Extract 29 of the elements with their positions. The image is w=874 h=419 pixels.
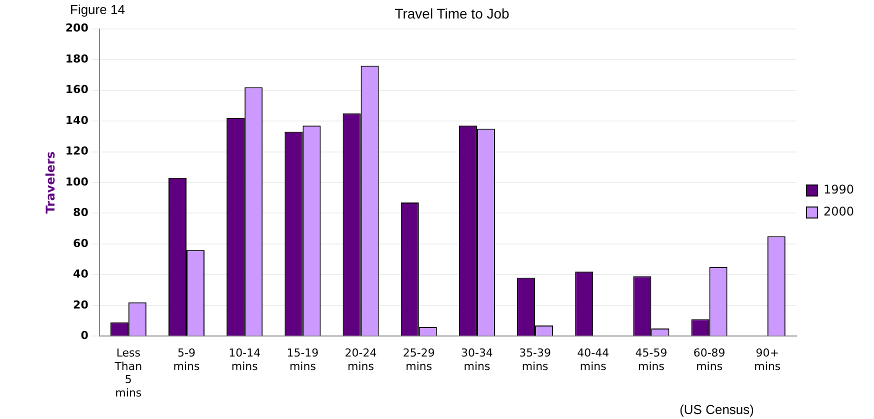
y-axis-title: Travelers — [43, 151, 58, 214]
y-tick-label: 120 — [65, 144, 89, 158]
chart-title: Travel Time to Job — [394, 5, 510, 22]
x-tick-label: 15-19 mins — [286, 346, 319, 373]
y-tick-label: 20 — [73, 298, 89, 312]
y-tick-label: 80 — [73, 206, 89, 220]
y-tick-label: 100 — [65, 175, 89, 188]
x-tick-label: 20-24 mins — [344, 346, 377, 373]
x-tick-label: Less Than 5 mins — [114, 346, 142, 400]
x-tick-label: 25-29 mins — [402, 346, 435, 373]
x-tick-label: 10-14 mins — [228, 346, 261, 373]
legend-label: 1990 — [823, 182, 854, 197]
y-tick-label: 0 — [80, 329, 89, 342]
x-tick-label: 30-34 mins — [460, 346, 493, 373]
y-tick-label: 140 — [65, 114, 89, 127]
y-tick-label: 160 — [65, 83, 89, 96]
x-tick-label: 5-9 mins — [173, 346, 200, 373]
x-tick-label: 45-59 mins — [635, 346, 668, 373]
legend-label: 2000 — [823, 204, 854, 219]
y-tick-label: 40 — [73, 268, 89, 281]
text: (US Census) — [680, 402, 754, 417]
y-tick-label: 180 — [65, 52, 89, 66]
x-tick-label: 60-89 mins — [693, 346, 726, 373]
caption: Figure 14 — [70, 2, 125, 17]
x-tick-label: 90+ mins — [754, 346, 781, 373]
x-tick-label: 40-44 mins — [577, 346, 610, 373]
x-tick-label: 35-39 mins — [519, 346, 552, 373]
y-tick-label: 200 — [65, 22, 89, 35]
y-tick-label: 60 — [73, 236, 89, 250]
